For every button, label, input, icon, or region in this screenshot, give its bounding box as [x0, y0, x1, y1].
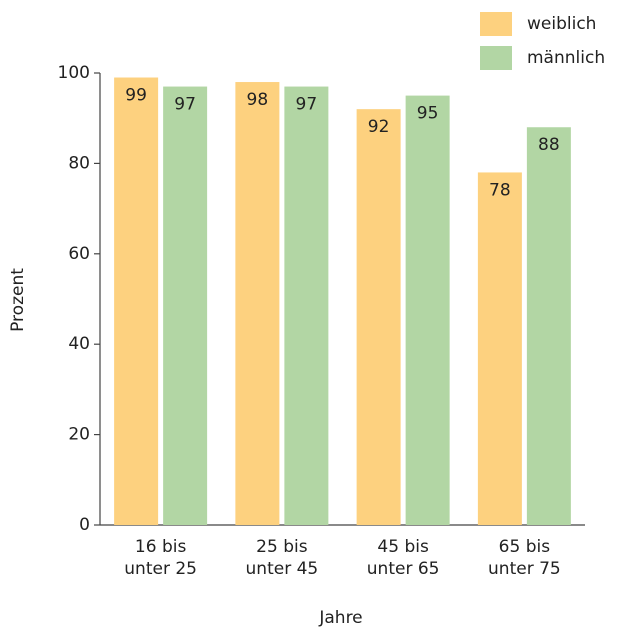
legend-swatch: [480, 12, 512, 36]
x-tick-label: 25 bis unter 45: [246, 537, 319, 579]
value-label: 97: [174, 95, 196, 115]
bar: [235, 82, 280, 525]
value-label: 78: [489, 180, 511, 200]
y-tick-label: 80: [68, 153, 90, 173]
x-tick-label: 65 bis unter 75: [488, 537, 561, 579]
legend-label: männlich: [527, 48, 605, 68]
bar: [405, 95, 450, 525]
y-tick-label: 100: [58, 63, 90, 83]
x-tick-label: 16 bis unter 25: [124, 537, 197, 579]
x-axis-label: Jahre: [318, 608, 362, 628]
value-label: 97: [296, 95, 318, 115]
value-label: 98: [247, 90, 269, 110]
bar: [477, 172, 522, 525]
x-tick-label: 45 bis unter 65: [367, 537, 440, 579]
y-tick-label: 60: [68, 244, 90, 264]
value-label: 95: [417, 104, 439, 124]
y-tick-label: 0: [79, 515, 90, 535]
bar: [356, 109, 401, 525]
legend-label: weiblich: [527, 14, 596, 34]
y-tick-label: 40: [68, 334, 90, 354]
legend-swatch: [480, 46, 512, 70]
value-label: 88: [538, 135, 560, 155]
bar: [163, 86, 208, 525]
y-tick-label: 20: [68, 425, 90, 445]
bar: [284, 86, 329, 525]
bar: [114, 77, 159, 526]
bar: [526, 127, 571, 526]
value-label: 99: [125, 86, 147, 106]
value-label: 92: [368, 117, 390, 137]
y-axis-label: Prozent: [8, 268, 28, 332]
